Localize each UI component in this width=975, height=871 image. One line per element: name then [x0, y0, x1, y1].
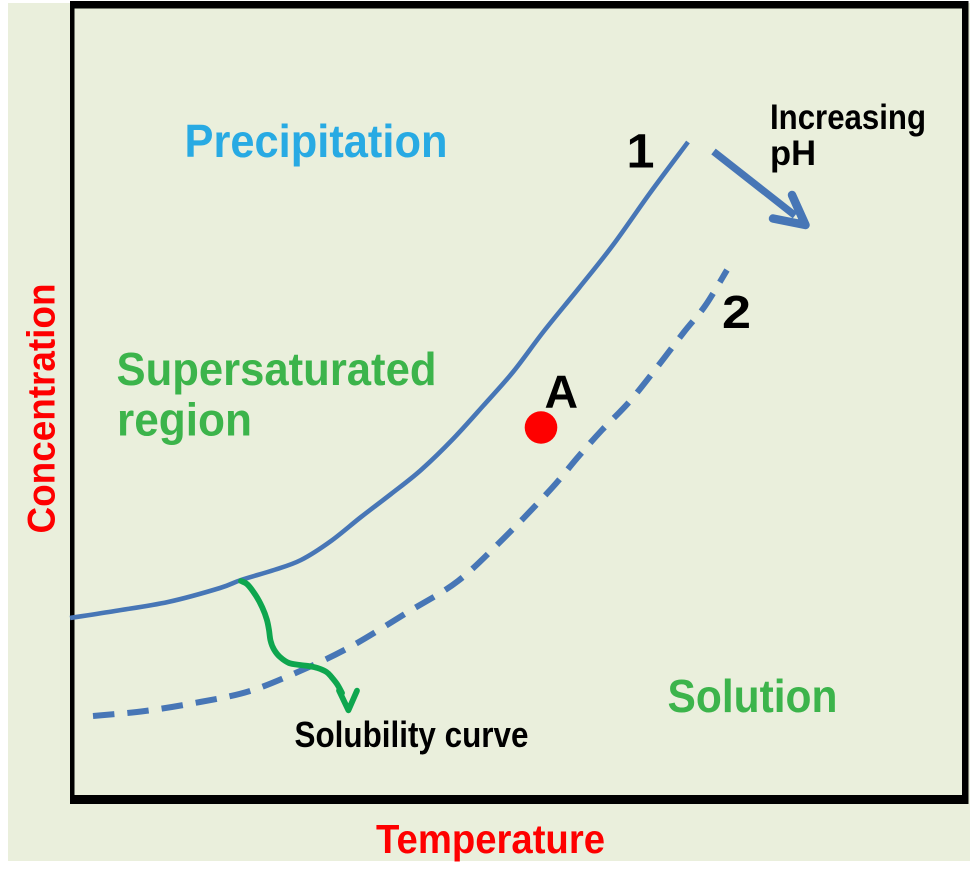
svg-text:1: 1 [627, 126, 655, 179]
svg-text:Increasing: Increasing [770, 97, 926, 137]
svg-text:A: A [545, 366, 579, 418]
svg-text:Precipitation: Precipitation [185, 115, 448, 167]
svg-text:Solubility curve: Solubility curve [295, 714, 529, 755]
svg-text:Supersaturated: Supersaturated [117, 343, 437, 395]
svg-text:Solution: Solution [668, 670, 838, 722]
svg-text:region: region [117, 394, 252, 446]
svg-text:Concentration: Concentration [21, 284, 64, 534]
svg-text:pH: pH [770, 133, 816, 173]
svg-text:Temperature: Temperature [376, 816, 605, 862]
svg-text:2: 2 [722, 286, 751, 338]
